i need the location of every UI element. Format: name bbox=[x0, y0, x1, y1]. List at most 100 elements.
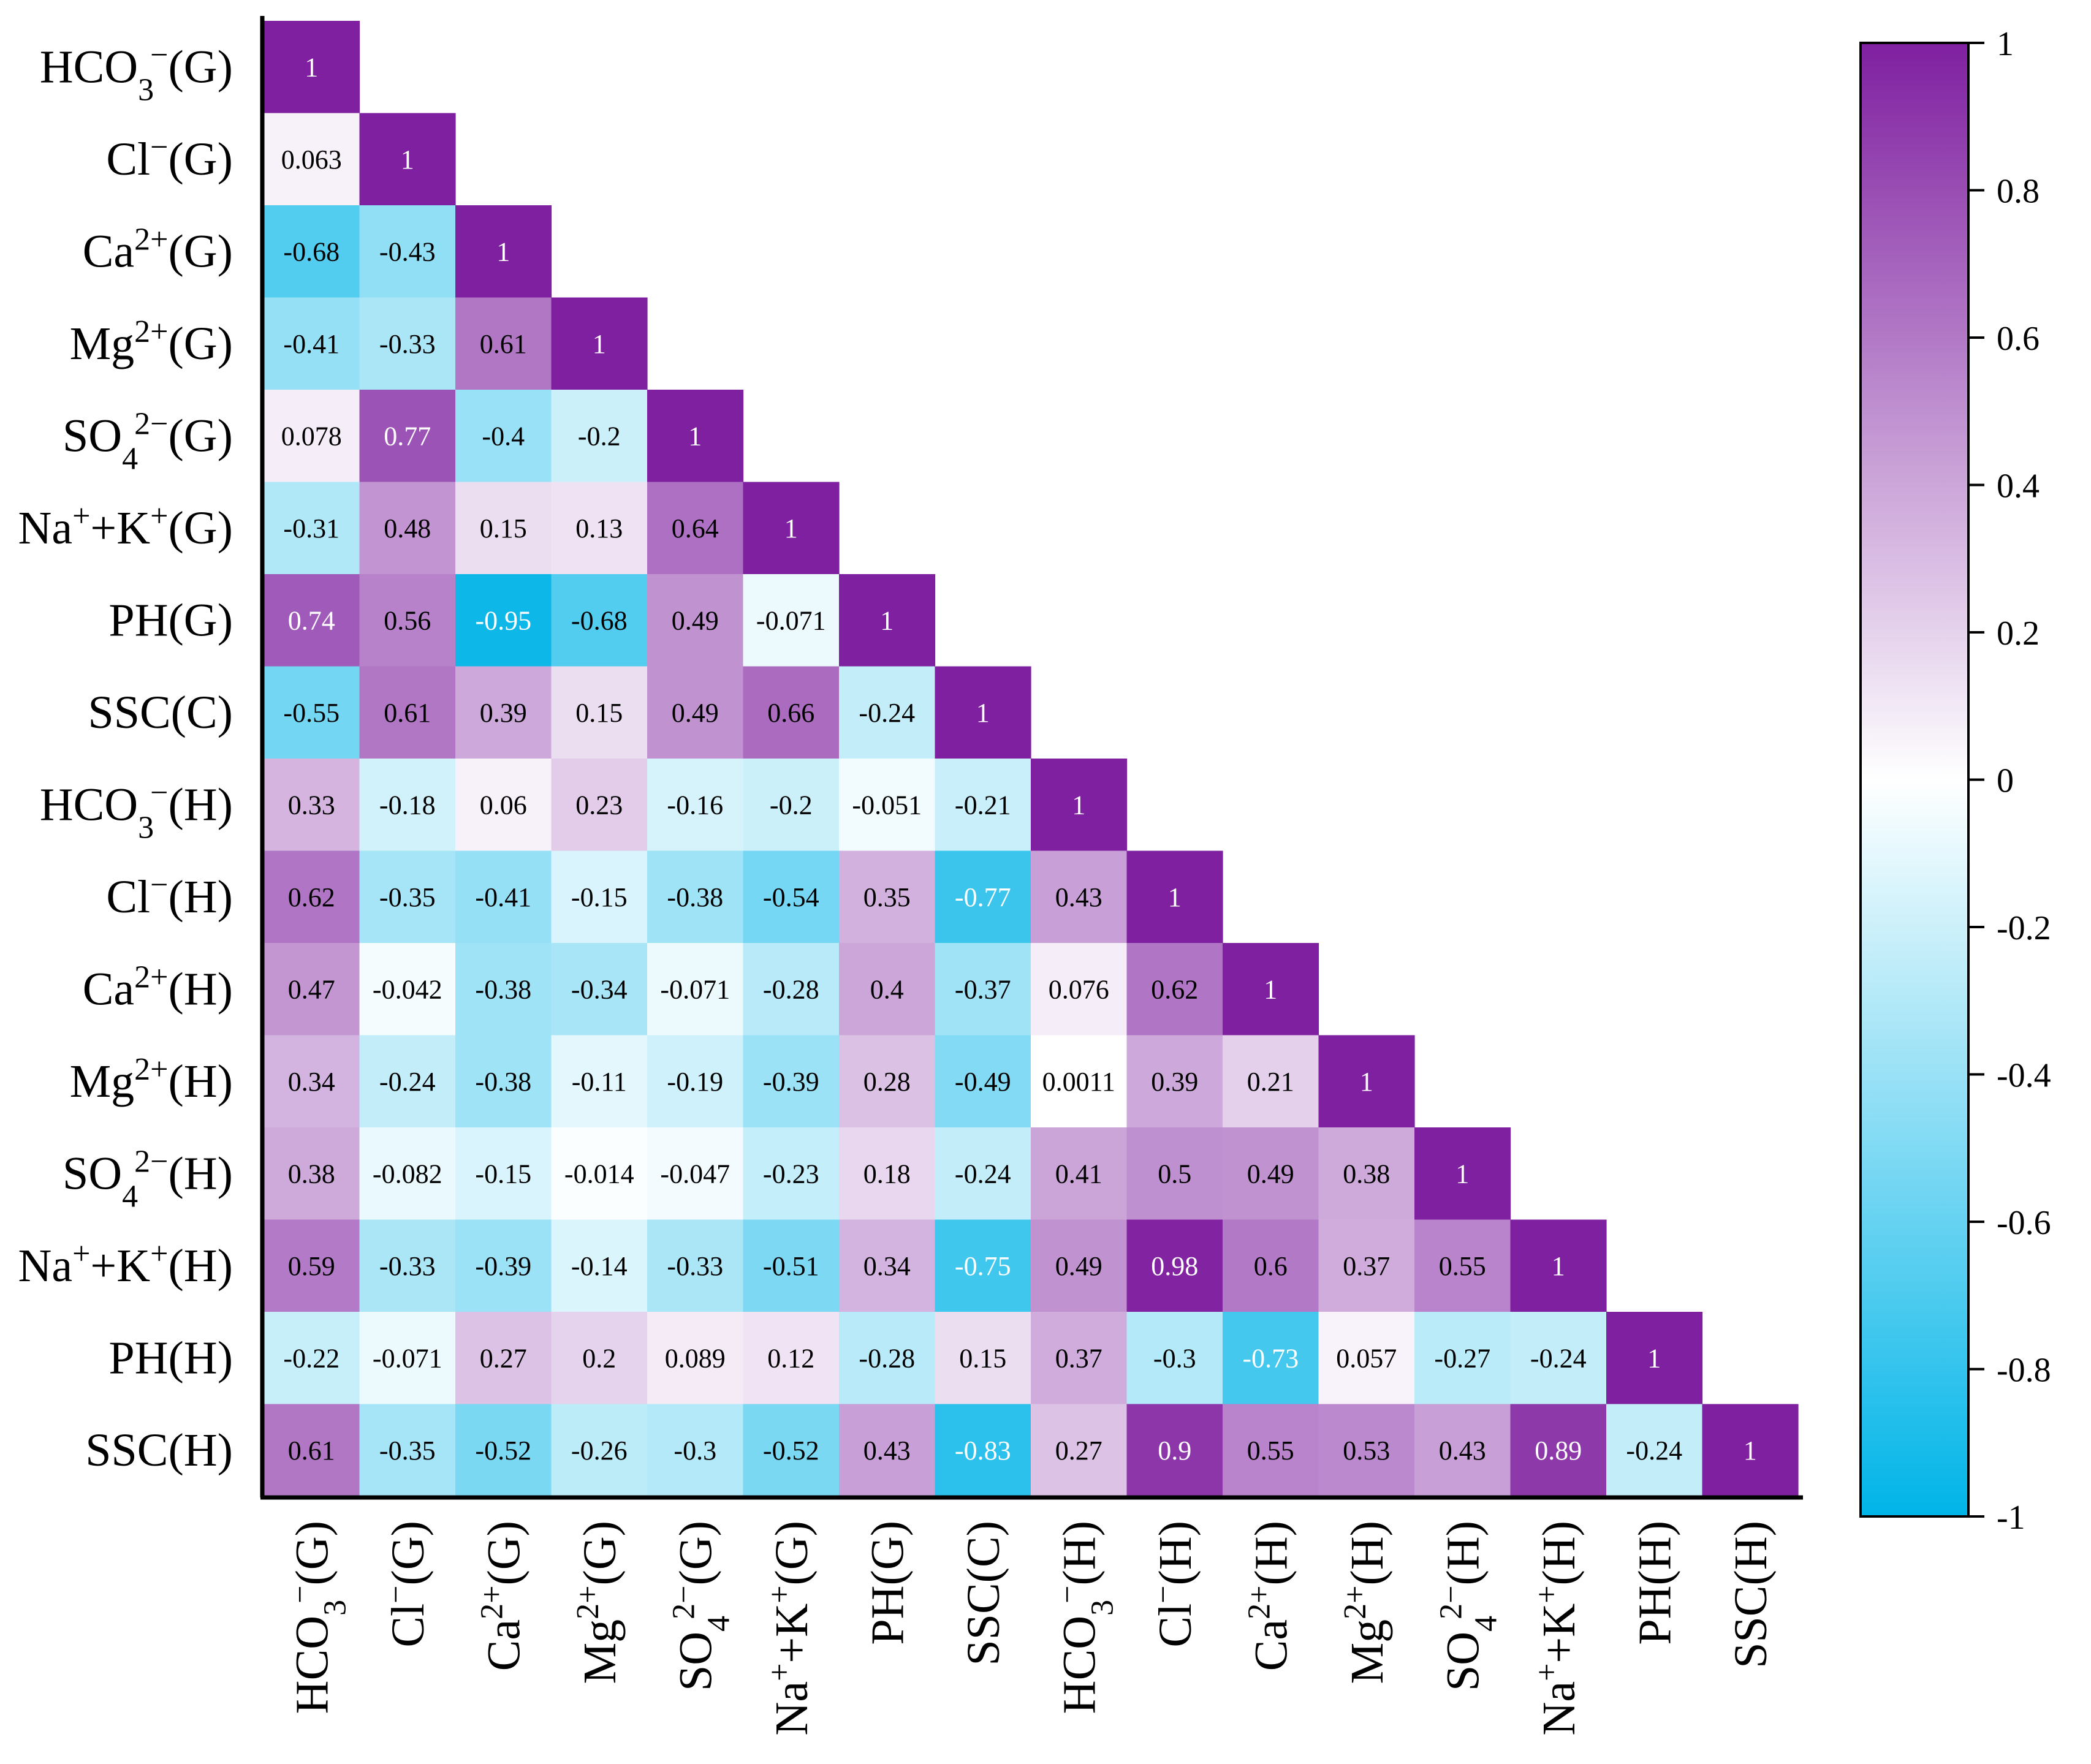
y-axis-label: HCO3−(H) bbox=[40, 775, 233, 845]
cell-value-label: 1 bbox=[976, 698, 990, 728]
cell-value-label: 0.55 bbox=[1439, 1251, 1486, 1281]
cell-value-label: -0.49 bbox=[955, 1067, 1011, 1097]
x-axis-label: Na++K+(H) bbox=[1529, 1521, 1585, 1736]
cell-value-label: 0.089 bbox=[665, 1343, 726, 1373]
heatmap-cell bbox=[743, 574, 840, 667]
y-axis-label: Cl−(G) bbox=[106, 129, 233, 185]
colorbar-tick-label: 0.2 bbox=[1997, 615, 2040, 653]
cell-value-label: -0.16 bbox=[667, 790, 723, 820]
cell-value-label: -0.14 bbox=[571, 1251, 628, 1281]
heatmap-cell bbox=[359, 297, 456, 390]
heatmap-cell bbox=[647, 759, 744, 852]
heatmap-cell bbox=[839, 759, 936, 852]
heatmap-cell bbox=[455, 205, 552, 298]
heatmap-cell bbox=[647, 850, 744, 944]
colorbar-tick-label: -0.4 bbox=[1997, 1057, 2051, 1095]
cell-value-label: -0.27 bbox=[1434, 1343, 1490, 1373]
heatmap-cell bbox=[935, 1035, 1031, 1128]
heatmap-cell bbox=[1126, 1404, 1223, 1497]
axes bbox=[260, 16, 1803, 1500]
cell-value-label: -0.047 bbox=[660, 1159, 730, 1189]
heatmap-cell bbox=[1031, 759, 1128, 852]
heatmap-cell bbox=[935, 1127, 1031, 1221]
cell-value-label: -0.24 bbox=[859, 698, 915, 728]
heatmap-cell bbox=[839, 850, 936, 944]
heatmap-cell bbox=[359, 113, 456, 206]
heatmap-cell bbox=[359, 850, 456, 944]
cell-value-label: 0.49 bbox=[1247, 1159, 1294, 1189]
heatmap-cell bbox=[359, 666, 456, 759]
cell-value-label: -0.24 bbox=[1530, 1343, 1587, 1373]
cell-value-label: 0.48 bbox=[384, 513, 431, 543]
cell-value-label: 1 bbox=[1168, 882, 1182, 912]
heatmap-cell bbox=[743, 850, 840, 944]
heatmap-cell bbox=[839, 943, 936, 1036]
heatmap-cell bbox=[359, 1312, 456, 1405]
cell-value-label: -0.24 bbox=[955, 1159, 1011, 1189]
heatmap-cell bbox=[1126, 1219, 1223, 1312]
heatmap-cell bbox=[839, 1404, 936, 1497]
y-axis-label: Na++K+(G) bbox=[18, 498, 233, 554]
heatmap-cell bbox=[551, 1035, 648, 1128]
y-axis-labels: HCO3−(G) Cl−(G) Ca2+(G) Mg2+(G) SO42−(G) Na++… bbox=[18, 37, 233, 1476]
cell-value-label: -0.3 bbox=[674, 1436, 716, 1466]
cell-value-label: -0.68 bbox=[283, 237, 340, 267]
cell-value-label: 0.59 bbox=[288, 1251, 335, 1281]
heatmap-cell bbox=[1414, 1219, 1511, 1312]
heatmap-cell bbox=[264, 390, 360, 483]
cell-value-label: -0.55 bbox=[283, 698, 340, 728]
cell-value-label: 0.13 bbox=[575, 513, 623, 543]
x-axis-label: SSC(C) bbox=[958, 1521, 1009, 1666]
cell-value-label: 0.28 bbox=[863, 1067, 911, 1097]
cell-value-label: -0.21 bbox=[955, 790, 1011, 820]
cell-value-label: 0.74 bbox=[288, 605, 335, 635]
heatmap-cell bbox=[551, 759, 648, 852]
heatmap-cell bbox=[743, 759, 840, 852]
heatmap-cell bbox=[264, 1127, 360, 1221]
cell-value-label: 1 bbox=[1455, 1159, 1469, 1189]
cell-value-label: -0.26 bbox=[571, 1436, 628, 1466]
heatmap-cell bbox=[551, 574, 648, 667]
cell-value-label: -0.051 bbox=[852, 790, 922, 820]
heatmap-cell bbox=[455, 1312, 552, 1405]
heatmap-cell bbox=[455, 1035, 552, 1128]
heatmap-cell bbox=[1223, 1127, 1319, 1221]
cell-value-label: 0.37 bbox=[1343, 1251, 1390, 1281]
cell-value-label: -0.52 bbox=[763, 1436, 819, 1466]
cell-value-label: -0.15 bbox=[475, 1159, 531, 1189]
cell-value-label: -0.071 bbox=[373, 1343, 442, 1373]
heatmap-cell bbox=[1126, 943, 1223, 1036]
x-axis-label: PH(H) bbox=[1629, 1521, 1680, 1645]
cell-value-label: -0.28 bbox=[763, 974, 819, 1004]
cell-value-label: 1 bbox=[1647, 1343, 1661, 1373]
heatmap-cell bbox=[455, 574, 552, 667]
cell-value-label: -0.071 bbox=[756, 605, 826, 635]
heatmap-cell bbox=[935, 1312, 1031, 1405]
heatmap-cell bbox=[264, 759, 360, 852]
heatmap-cell bbox=[647, 574, 744, 667]
cell-value-label: -0.31 bbox=[283, 513, 340, 543]
cell-value-label: 0.34 bbox=[288, 1067, 335, 1097]
x-axis-label: Mg2+(G) bbox=[570, 1521, 626, 1684]
heatmap-cell bbox=[551, 1312, 648, 1405]
heatmap-cell bbox=[743, 1219, 840, 1312]
cell-value-label: -0.54 bbox=[763, 882, 819, 912]
y-axis-label: Ca2+(G) bbox=[83, 222, 233, 278]
cell-value-label: 0.35 bbox=[863, 882, 911, 912]
cell-value-label: -0.28 bbox=[859, 1343, 915, 1373]
cell-value-label: -0.19 bbox=[667, 1067, 723, 1097]
heatmap-cell bbox=[455, 943, 552, 1036]
colorbar-gradient bbox=[1859, 42, 1970, 1518]
heatmap-cell bbox=[647, 1219, 744, 1312]
cell-value-label: 0.34 bbox=[863, 1251, 911, 1281]
cell-value-label: 0.39 bbox=[1151, 1067, 1198, 1097]
colorbar-tick-label: 0 bbox=[1997, 762, 2014, 800]
cell-value-label: 0.057 bbox=[1336, 1343, 1397, 1373]
cell-value-label: 0.33 bbox=[288, 790, 335, 820]
cell-value-label: 0.43 bbox=[1055, 882, 1102, 912]
heatmap-cell bbox=[359, 390, 456, 483]
heatmap-cell bbox=[551, 390, 648, 483]
cell-value-label: 0.49 bbox=[1055, 1251, 1102, 1281]
heatmap-cell bbox=[1606, 1312, 1703, 1405]
heatmap-cell bbox=[264, 482, 360, 575]
